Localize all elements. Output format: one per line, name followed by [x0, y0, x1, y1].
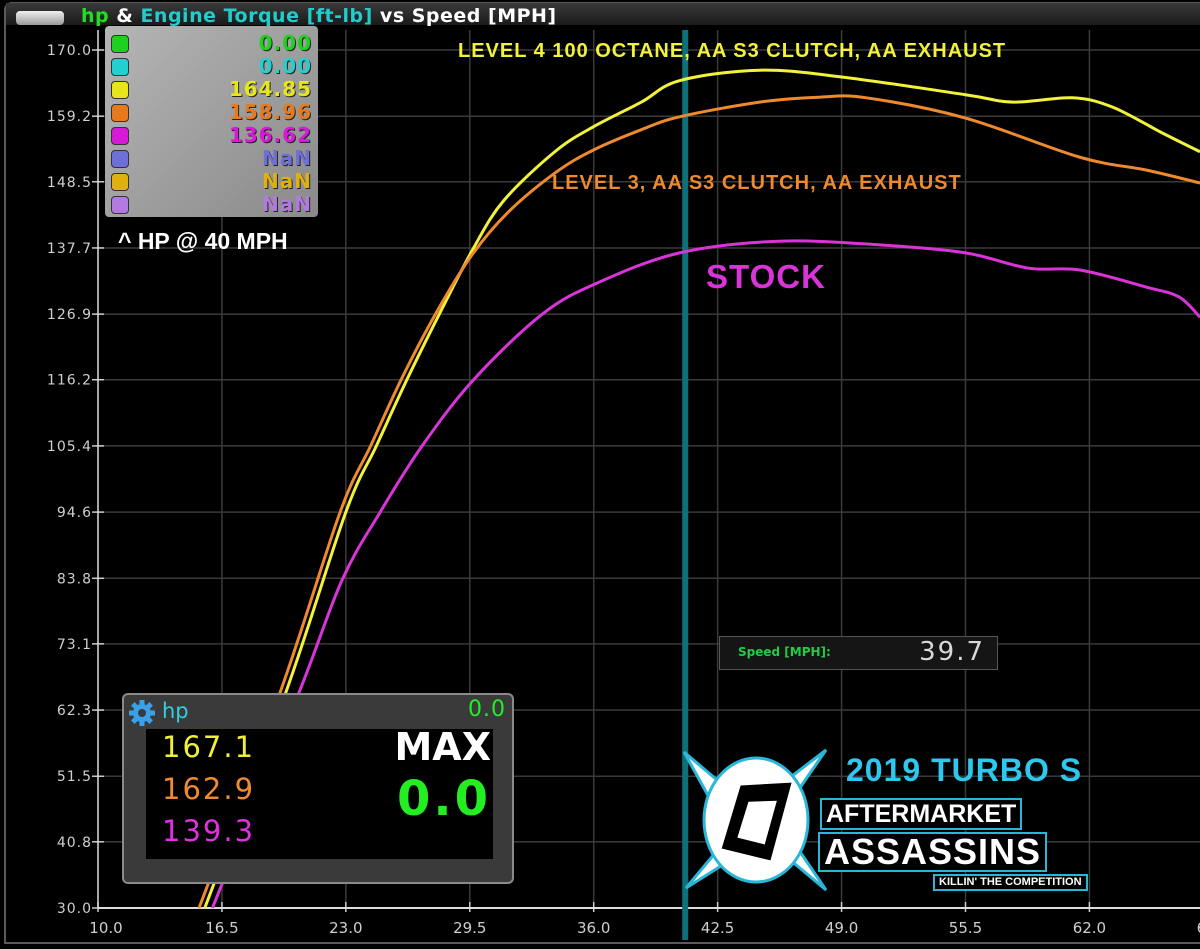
x-tick-label: 10.0: [89, 919, 122, 937]
legend-value: NaN: [262, 146, 312, 170]
logo-tagline: KILLIN' THE COMPETITION: [933, 874, 1088, 891]
title-part-hp: hp: [81, 5, 110, 27]
y-tick-label: 137.7: [47, 241, 92, 257]
legend-item: NaN: [105, 193, 318, 216]
y-tick-label: 94.6: [57, 505, 92, 521]
title-bar: hp & Engine Torque [ft-lb] vs Speed [MPH…: [6, 3, 1200, 27]
x-tick-label: 49.0: [825, 919, 858, 937]
axes: 170.0 159.2 148.5 137.7 126.9 116.2 105.4 94.6 8…: [47, 30, 1200, 937]
legend-item: 0.00: [105, 55, 318, 78]
y-tick-label: 73.1: [57, 637, 92, 653]
legend-value: 0.00: [258, 54, 312, 78]
title-part-speed: vs Speed [MPH]: [372, 5, 557, 27]
annotation-level3: LEVEL 3, AA S3 CLUTCH, AA EXHAUST: [552, 172, 962, 194]
legend-item: 0.00: [105, 32, 318, 55]
legend-item: NaN: [105, 147, 318, 170]
logo-line2: ASSASSINS: [818, 832, 1048, 872]
x-tick-label: 55.5: [949, 919, 982, 937]
hp-max-stock: 139.3: [162, 814, 256, 848]
annotation-stock: STOCK: [706, 258, 826, 295]
legend-swatch[interactable]: [111, 173, 129, 191]
logo-line1: AFTERMARKET: [820, 798, 1023, 830]
speed-readout-label: Speed [MPH]:: [738, 645, 831, 659]
legend-swatch[interactable]: [111, 127, 129, 145]
speed-readout-value: 39.7: [919, 637, 985, 667]
legend-value: 164.85: [228, 77, 312, 101]
x-tick-label: 29.5: [453, 919, 486, 937]
legend-swatch[interactable]: [111, 35, 129, 53]
gear-icon[interactable]: [128, 699, 156, 727]
hp-max-level4: 167.1: [162, 730, 256, 764]
legend-value: 136.62: [228, 123, 312, 147]
max-value: 0.0: [396, 771, 491, 827]
legend-swatch[interactable]: [111, 150, 129, 168]
legend-swatch[interactable]: [111, 58, 129, 76]
y-tick-label: 116.2: [47, 373, 92, 389]
legend-value: 0.00: [258, 31, 312, 55]
legend-swatch[interactable]: [111, 81, 129, 99]
legend-value: NaN: [262, 192, 312, 216]
y-tick-label: 30.0: [57, 901, 92, 917]
y-tick-label: 159.2: [47, 109, 92, 125]
x-tick-label: 62.0: [1073, 919, 1106, 937]
x-tick-label: 23.0: [329, 919, 362, 937]
legend-value: NaN: [262, 169, 312, 193]
hp-max-level3: 162.9: [162, 772, 256, 806]
chart-title: hp & Engine Torque [ft-lb] vs Speed [MPH…: [81, 5, 557, 27]
legend-swatch[interactable]: [111, 196, 129, 214]
legend-value: 158.96: [228, 100, 312, 124]
title-part-torque: Engine Torque [ft-lb]: [140, 5, 373, 27]
hp-panel-values: 167.1 162.9 139.3 MAX 0.0: [146, 725, 493, 859]
max-label: MAX: [394, 725, 491, 769]
hp-note: ^ HP @ 40 MPH: [118, 228, 288, 254]
model-label: 2019 TURBO S: [846, 752, 1083, 788]
x-tick-label: 16.5: [205, 919, 238, 937]
y-tick-label: 62.3: [57, 703, 92, 719]
series-line: [203, 68, 1200, 909]
window-menu-button[interactable]: [16, 11, 64, 25]
y-tick-label: 105.4: [47, 439, 92, 455]
y-tick-label: 148.5: [47, 175, 92, 191]
hp-panel-current: 0.0: [468, 697, 506, 722]
y-tick-label: 51.5: [57, 769, 92, 785]
aftermarket-assassins-logo: [682, 748, 828, 892]
x-tick-label: 42.5: [701, 919, 734, 937]
title-part-amp: &: [109, 5, 141, 27]
series-line: [211, 239, 1200, 909]
legend-item: 136.62: [105, 124, 318, 147]
legend-swatch[interactable]: [111, 104, 129, 122]
y-tick-label: 83.8: [57, 571, 92, 587]
hp-max-panel: hp 0.0 167.1 162.9 139.3 MAX 0.0: [122, 693, 514, 884]
series-layer: [197, 68, 1200, 909]
speed-readout: Speed [MPH]: 39.7: [719, 636, 998, 670]
annotation-level4: LEVEL 4 100 OCTANE, AA S3 CLUTCH, AA EXH…: [458, 40, 1007, 62]
legend-item: NaN: [105, 170, 318, 193]
x-tick-label: 36.0: [577, 919, 610, 937]
y-tick-label: 126.9: [47, 307, 92, 323]
y-tick-label: 40.8: [57, 835, 92, 851]
series-line: [197, 94, 1200, 909]
hp-panel-label: hp: [162, 699, 189, 723]
legend-panel: 0.00 0.00 164.85 158.96 136.62 NaN NaN NaN: [105, 26, 318, 217]
x-tick-label: 68.5: [1197, 919, 1200, 937]
legend-item: 164.85: [105, 78, 318, 101]
legend-item: 158.96: [105, 101, 318, 124]
y-tick-label: 170.0: [47, 43, 92, 59]
